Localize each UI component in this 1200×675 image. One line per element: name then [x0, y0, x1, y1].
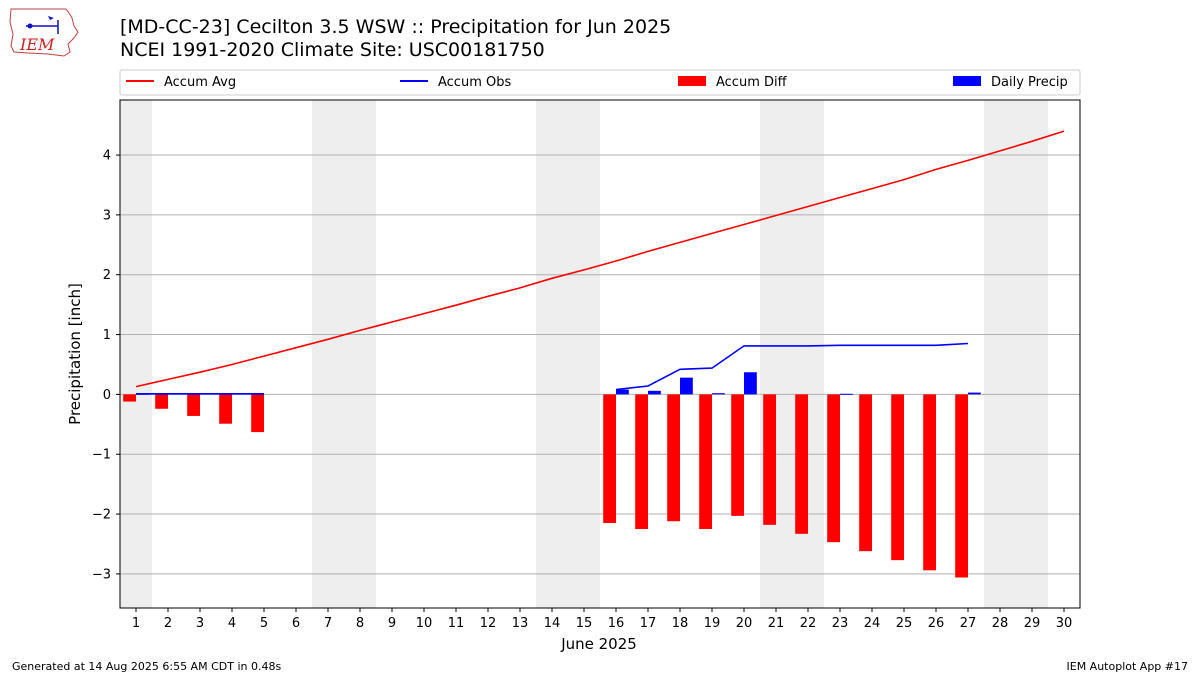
accum-diff-bar-1 — [123, 394, 136, 402]
x-tick-label: 20 — [736, 616, 753, 631]
x-tick-label: 24 — [864, 616, 881, 631]
x-tick-label: 14 — [544, 616, 561, 631]
daily-precip-bar-20 — [744, 372, 757, 395]
y-tick-label: 2 — [103, 268, 111, 283]
accum-diff-bar-22 — [795, 394, 808, 534]
footer-app: IEM Autoplot App #17 — [1066, 660, 1189, 673]
y-tick-label: 3 — [103, 208, 111, 223]
accum-diff-bar-27 — [955, 394, 968, 578]
footer-generated: Generated at 14 Aug 2025 6:55 AM CDT in … — [12, 660, 282, 673]
x-tick-label: 19 — [704, 616, 721, 631]
daily-precip-bar-19 — [712, 393, 725, 395]
chart-subtitle: NCEI 1991-2020 Climate Site: USC00181750 — [120, 39, 545, 61]
iem-logo: IEM — [8, 6, 80, 60]
weekend-shade-day-28 — [984, 100, 1016, 608]
svg-text:IEM: IEM — [19, 35, 55, 54]
y-tick-label: 0 — [103, 388, 111, 403]
x-tick-label: 4 — [228, 616, 236, 631]
weekend-shading — [120, 100, 1048, 608]
accum-diff-bar-19 — [699, 394, 712, 530]
x-tick-label: 7 — [324, 616, 332, 631]
x-tick-label: 8 — [356, 616, 364, 631]
y-tick-label: −1 — [92, 448, 111, 463]
accum-obs-line-segment-1 — [615, 342, 969, 391]
weekend-shade-day-14 — [536, 100, 568, 608]
x-axis-label: June 2025 — [560, 635, 637, 653]
accum-diff-bar-16 — [603, 394, 616, 524]
x-tick-label: 18 — [672, 616, 689, 631]
accum-diff-bar-2 — [155, 394, 168, 409]
daily-precip-bar-18 — [680, 377, 693, 395]
weekend-shade-day-8 — [344, 100, 376, 608]
x-tick-label: 11 — [448, 616, 465, 631]
x-tick-label: 21 — [768, 616, 785, 631]
legend-box — [119, 69, 1081, 96]
accum-diff-bar-3 — [187, 394, 200, 416]
lines — [135, 130, 1065, 395]
x-tick-label: 28 — [992, 616, 1009, 631]
accum-diff-bar-5 — [251, 394, 264, 433]
y-tick-label: 1 — [103, 328, 111, 343]
x-tick-label: 1 — [132, 616, 140, 631]
x-tick-label: 3 — [196, 616, 204, 631]
y-tick-label: −2 — [92, 508, 111, 523]
x-tick-label: 5 — [260, 616, 268, 631]
legend: Accum Avg Accum Obs Accum Diff Daily Precip — [119, 69, 1081, 96]
x-tick-label: 10 — [416, 616, 433, 631]
legend-accum-obs-label: Accum Obs — [438, 75, 511, 90]
daily-precip-bar-16 — [616, 389, 629, 395]
x-tick-label: 9 — [388, 616, 396, 631]
weekend-shade-day-1 — [120, 100, 152, 608]
accum-diff-bar-23 — [827, 394, 840, 543]
weekend-shade-day-29 — [1016, 100, 1048, 608]
legend-accum-avg-label: Accum Avg — [164, 75, 236, 90]
legend-accum-diff-swatch — [678, 76, 706, 86]
x-tick-label: 2 — [164, 616, 172, 631]
x-tick-label: 26 — [928, 616, 945, 631]
legend-daily-precip-swatch — [953, 76, 981, 86]
x-tick-label: 27 — [960, 616, 977, 631]
x-tick-label: 6 — [292, 616, 300, 631]
x-tick-label: 12 — [480, 616, 497, 631]
y-tick-label: 4 — [103, 149, 111, 164]
accum-diff-bar-24 — [859, 394, 872, 552]
x-tick-label: 29 — [1024, 616, 1041, 631]
weekend-shade-day-7 — [312, 100, 344, 608]
weekend-shade-day-15 — [568, 100, 600, 608]
accum-diff-bar-25 — [891, 394, 904, 561]
accum-avg-line-segment-0 — [135, 130, 1065, 388]
y-axis-label: Precipitation [inch] — [66, 283, 84, 425]
bars — [123, 372, 981, 578]
plot-frame — [119, 99, 1081, 609]
x-tick-label: 16 — [608, 616, 625, 631]
accum-diff-bar-21 — [763, 394, 776, 525]
legend-daily-precip-label: Daily Precip — [991, 75, 1068, 90]
accum-diff-bar-20 — [731, 394, 744, 516]
accum-diff-bar-4 — [219, 394, 232, 424]
gridlines — [120, 154, 1080, 575]
y-tick-label: −3 — [92, 567, 111, 582]
x-tick-label: 25 — [896, 616, 913, 631]
x-tick-label: 22 — [800, 616, 817, 631]
accum-diff-bar-26 — [923, 394, 936, 571]
weekend-shade-day-21 — [760, 100, 792, 608]
daily-precip-bar-23 — [840, 393, 853, 395]
accum-diff-bar-18 — [667, 394, 680, 522]
chart-title: [MD-CC-23] Cecilton 3.5 WSW :: Precipita… — [120, 16, 672, 38]
x-tick-label: 23 — [832, 616, 849, 631]
x-tick-label: 17 — [640, 616, 657, 631]
x-tick-label: 30 — [1056, 616, 1073, 631]
accum-diff-bar-17 — [635, 394, 648, 530]
daily-precip-bar-27 — [968, 392, 981, 395]
x-tick-label: 13 — [512, 616, 529, 631]
legend-accum-diff-label: Accum Diff — [716, 75, 788, 90]
x-tick-label: 15 — [576, 616, 593, 631]
daily-precip-bar-17 — [648, 390, 661, 395]
